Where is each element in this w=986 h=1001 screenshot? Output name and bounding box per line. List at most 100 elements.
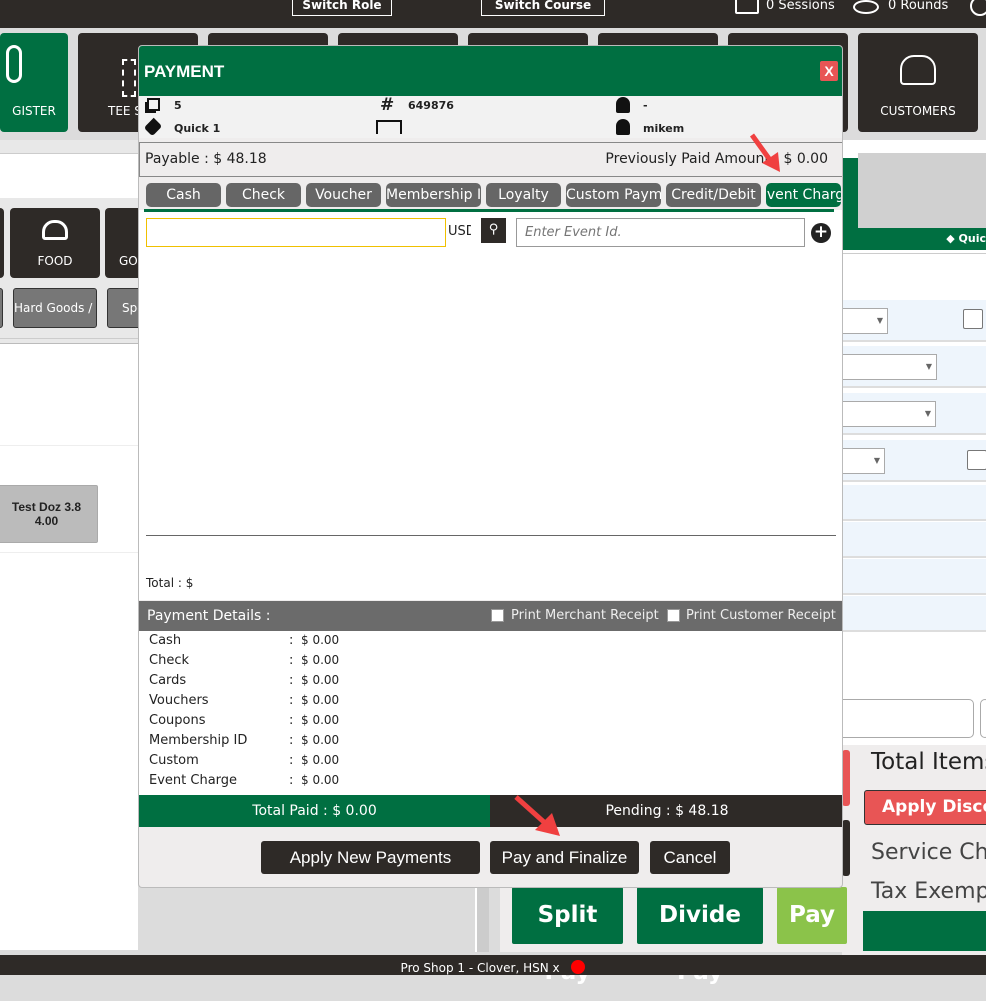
detail-separator: :: [289, 733, 294, 748]
detail-value: $ 0.00: [301, 753, 340, 767]
close-button[interactable]: X: [820, 61, 838, 81]
detail-label: Vouchers: [149, 693, 209, 708]
switch-role-button[interactable]: Switch Role: [292, 0, 392, 16]
amount-input[interactable]: [146, 218, 446, 247]
option-select[interactable]: ▼: [842, 448, 885, 474]
detail-separator: :: [289, 653, 294, 668]
product-name: Test Doz 3.8: [11, 500, 82, 514]
status-text: Pro Shop 1 - Clover, HSN x: [400, 961, 560, 975]
product-test-doz[interactable]: Test Doz 3.8 4.00: [0, 485, 98, 543]
category-tile[interactable]: [0, 208, 4, 278]
quick-tag: ◆ Quic: [842, 228, 986, 250]
top-bar: Switch Role Switch Course 0 Sessions 0 R…: [0, 0, 986, 28]
option-row: [842, 485, 986, 521]
subcategory-hard-goods[interactable]: Hard Goods / (: [13, 288, 97, 328]
option-checkbox[interactable]: [963, 309, 983, 329]
switch-course-button[interactable]: Switch Course: [481, 0, 605, 16]
tab-cash[interactable]: Cash: [146, 183, 221, 207]
subcategory[interactable]: [0, 288, 3, 328]
tile-register[interactable]: GISTER: [0, 33, 68, 132]
option-row: ▼: [842, 440, 986, 482]
tax-exempt-label: Tax Exemp: [871, 879, 986, 904]
option-select[interactable]: ▼: [842, 354, 937, 380]
tab-custom-payment[interactable]: Custom Payment: [566, 183, 661, 207]
hash-icon: #: [380, 95, 395, 115]
event-id-input[interactable]: [516, 218, 805, 247]
detail-label: Cash: [149, 633, 182, 648]
detail-row: Check: $ 0.00: [149, 653, 449, 673]
detail-value: $ 0.00: [301, 673, 340, 687]
detail-row: Custom: $ 0.00: [149, 753, 449, 773]
option-row: [842, 596, 986, 632]
print-merchant-checkbox[interactable]: [491, 609, 504, 622]
add-event-icon[interactable]: +: [811, 223, 831, 243]
tab-membership-id[interactable]: Membership ID: [386, 183, 481, 207]
checkout-bar[interactable]: [863, 911, 986, 951]
category-label: GO: [119, 254, 138, 268]
tab-check[interactable]: Check: [226, 183, 301, 207]
note-input[interactable]: [838, 699, 974, 738]
arrow-icon: [749, 133, 780, 172]
payable-amount: Payable : $ 48.18: [145, 151, 267, 167]
tab-event-charge[interactable]: Event Charge: [766, 183, 841, 207]
option-checkbox[interactable]: [967, 450, 986, 470]
option-row: [842, 559, 986, 595]
customer-name: -: [643, 99, 648, 112]
print-customer-checkbox[interactable]: [667, 609, 680, 622]
option-row: ▼: [842, 393, 986, 435]
detail-separator: :: [289, 693, 294, 708]
order-tag: Quick 1: [174, 122, 221, 135]
apply-new-payments-button[interactable]: Apply New Payments: [261, 841, 480, 874]
order-info: 5 # 649876 - Quick 1 mikem: [139, 95, 842, 138]
employee-icon: [616, 119, 630, 135]
tile-label: TEE S: [108, 104, 142, 118]
sessions-count[interactable]: 0 Sessions: [766, 0, 835, 13]
pay-button[interactable]: Pay: [777, 887, 847, 944]
tab-loyalty[interactable]: Loyalty: [486, 183, 561, 207]
detail-value: $ 0.00: [301, 653, 340, 667]
tab-voucher[interactable]: Voucher: [306, 183, 381, 207]
detail-row: Membership ID: $ 0.00: [149, 733, 449, 753]
status-bar: Pro Shop 1 - Clover, HSN x: [0, 955, 986, 975]
tile-customers[interactable]: CUSTOMERS: [858, 33, 978, 132]
category-food[interactable]: FOOD: [10, 208, 100, 278]
search-icon[interactable]: ⚲: [481, 218, 506, 243]
payment-content: USD ⚲ + Total : $: [139, 209, 842, 600]
apply-discount-button[interactable]: Apply Discou: [864, 790, 986, 825]
employee-name: mikem: [643, 122, 685, 135]
option-row: ▼: [842, 346, 986, 388]
sessions-icon: [735, 0, 759, 14]
pay-and-finalize-button[interactable]: Pay and Finalize: [490, 841, 639, 874]
ticket-number: 649876: [408, 99, 454, 112]
detail-separator: :: [289, 773, 294, 788]
option-row: ▼: [842, 300, 986, 342]
cancel-button[interactable]: Cancel: [650, 841, 730, 874]
detail-separator: :: [289, 673, 294, 688]
tee-sheet-icon: [122, 59, 136, 97]
detail-value: $ 0.00: [301, 693, 340, 707]
option-row: [842, 522, 986, 558]
arrow-icon: [514, 795, 560, 836]
detail-value: $ 0.00: [301, 633, 340, 647]
item-count: 5: [174, 99, 182, 112]
total-label: Total : $: [146, 576, 194, 590]
detail-separator: :: [289, 633, 294, 648]
detail-label: Event Charge: [149, 773, 238, 788]
payment-details-list: Cash: $ 0.00 Check: $ 0.00 Cards: $ 0.00 Vouch…: [139, 631, 842, 795]
tag-icon: ◆: [946, 232, 959, 245]
rounds-count[interactable]: 0 Rounds: [888, 0, 949, 13]
service-charge-label: Service Cha: [871, 840, 986, 865]
tab-credit-debit[interactable]: Credit/Debit: [666, 183, 761, 207]
dollar-icon: [970, 0, 986, 16]
detail-value: $ 0.00: [301, 733, 340, 747]
option-select[interactable]: ▼: [842, 401, 936, 427]
copy-icon: [147, 98, 160, 111]
customers-icon: [900, 55, 936, 85]
tile-label: CUSTOMERS: [880, 104, 956, 118]
user-icon: [616, 97, 630, 113]
divide-pay-button[interactable]: Divide Pay: [637, 887, 763, 985]
detail-separator: :: [289, 713, 294, 728]
payment-details-title: Payment Details :: [147, 608, 271, 624]
payable-bar: Payable : $ 48.18 Previously Paid Amount…: [139, 142, 842, 177]
option-select[interactable]: ▼: [842, 308, 888, 334]
